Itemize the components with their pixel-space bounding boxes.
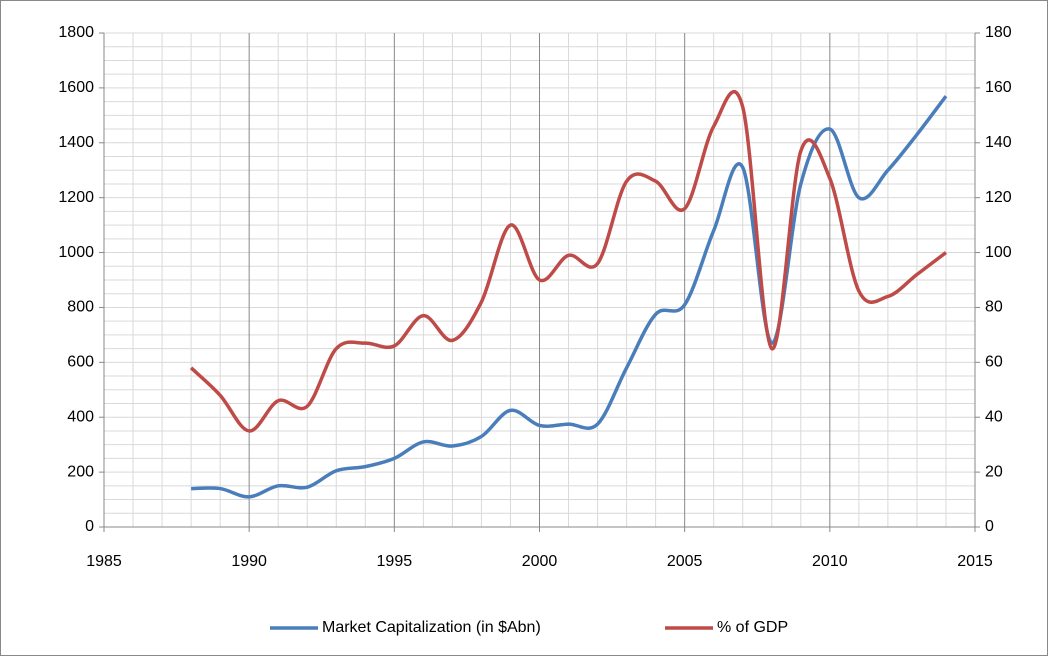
y-tick-label: 1600	[58, 79, 94, 96]
x-tick-label: 1990	[231, 553, 267, 570]
y2-tick-label: 100	[985, 244, 1012, 261]
y-tick-label: 1800	[58, 24, 94, 41]
y2-tick-label: 140	[985, 134, 1012, 151]
y2-tick-label: 80	[985, 299, 1003, 316]
y-tick-label: 800	[67, 299, 94, 316]
y-tick-label: 0	[85, 518, 94, 535]
y-tick-label: 400	[67, 408, 94, 425]
y2-tick-label: 160	[985, 79, 1012, 96]
series-line	[189, 89, 948, 433]
x-tick-label: 2000	[522, 553, 558, 570]
series-line	[191, 95, 948, 499]
x-tick-label: 1995	[377, 553, 413, 570]
legend-label: Market Capitalization (in $Abn)	[322, 619, 541, 636]
y2-tick-label: 40	[985, 408, 1003, 425]
y-tick-label: 200	[67, 463, 94, 480]
y2-tick-label: 60	[985, 354, 1003, 371]
y-tick-label: 1400	[58, 134, 94, 151]
y2-tick-label: 120	[985, 189, 1012, 206]
x-tick-label: 2005	[667, 553, 703, 570]
x-tick-label: 1985	[86, 553, 122, 570]
y2-tick-label: 180	[985, 24, 1012, 41]
x-tick-label: 2010	[812, 553, 848, 570]
y2-tick-label: 0	[985, 518, 994, 535]
y2-tick-label: 20	[985, 463, 1003, 480]
y-tick-label: 1200	[58, 189, 94, 206]
legend-label: % of GDP	[717, 619, 788, 636]
y-tick-label: 1000	[58, 244, 94, 261]
x-tick-label: 2015	[957, 553, 993, 570]
y-tick-label: 600	[67, 354, 94, 371]
